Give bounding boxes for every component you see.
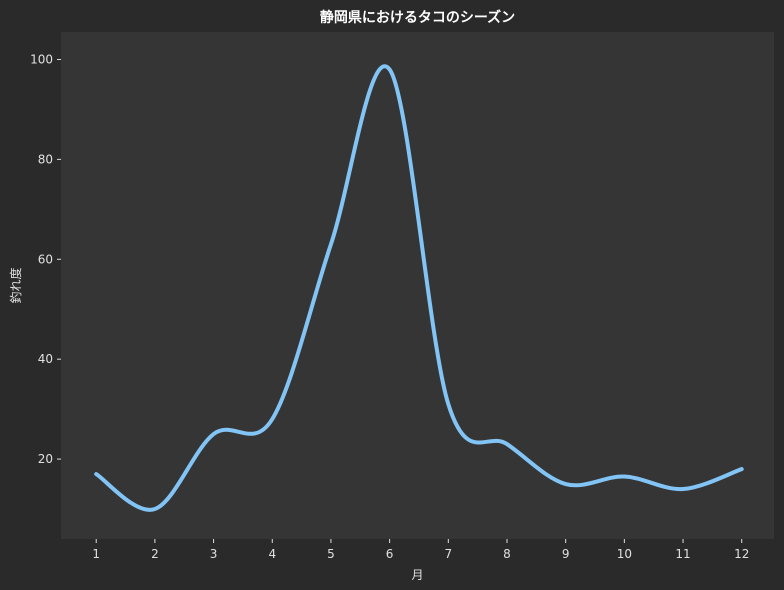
x-axis: 1 2 3 4 5 6 7 8 9 10 11 12 — [92, 539, 749, 561]
x-tick-label: 4 — [268, 547, 276, 561]
x-tick-label: 2 — [151, 547, 159, 561]
y-axis-label: 釣れ度 — [8, 267, 23, 303]
x-tick-label: 6 — [386, 547, 394, 561]
y-axis: 20 40 60 80 100 — [30, 52, 61, 466]
y-tick-label: 20 — [38, 452, 53, 466]
x-tick-label: 7 — [444, 547, 452, 561]
x-axis-label: 月 — [411, 568, 423, 582]
chart-title: 静岡県におけるタコのシーズン — [320, 9, 515, 26]
x-tick-label: 12 — [734, 547, 749, 561]
x-tick-label: 1 — [92, 547, 100, 561]
series-line — [94, 64, 744, 512]
y-tick-label: 40 — [38, 352, 53, 366]
series-layer — [94, 64, 744, 512]
x-tick-label: 9 — [562, 547, 570, 561]
y-tick-label: 80 — [38, 152, 53, 166]
plot-area — [61, 32, 774, 539]
y-tick-label: 100 — [30, 52, 53, 66]
y-tick-label: 60 — [38, 252, 53, 266]
x-tick-label: 8 — [503, 547, 511, 561]
x-tick-label: 3 — [210, 547, 218, 561]
x-tick-label: 5 — [327, 547, 335, 561]
x-tick-label: 11 — [675, 547, 690, 561]
x-tick-label: 10 — [617, 547, 632, 561]
